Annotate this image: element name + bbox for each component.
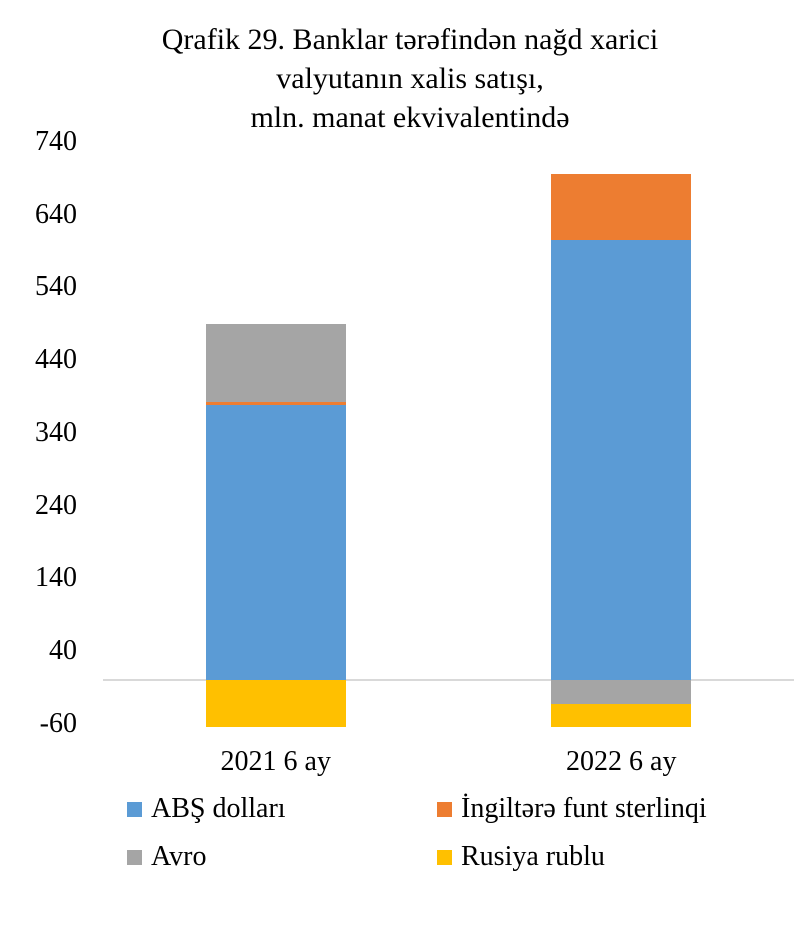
legend-item: Avro <box>127 842 437 872</box>
legend: ABŞ dolları İngiltərə funt sterlinqi Avro R… <box>127 794 797 872</box>
bar-segment <box>205 323 346 403</box>
y-tick-label: 240 <box>35 489 77 521</box>
y-tick-label: -60 <box>39 707 77 739</box>
legend-swatch-icon <box>437 801 452 817</box>
legend-label: Avro <box>151 841 207 872</box>
legend-swatch-icon <box>127 849 142 865</box>
y-tick-label: 40 <box>49 634 77 666</box>
x-category-label: 2022 6 ay <box>566 746 677 777</box>
bar-segment <box>205 680 346 728</box>
legend-item: Rusiya rublu <box>437 842 797 872</box>
legend-item: İngiltərə funt sterlinqi <box>437 794 797 824</box>
y-tick-label: 640 <box>35 198 77 230</box>
chart-title-line-2: valyutanın xalis satışı, <box>276 62 544 95</box>
x-category-label: 2021 6 ay <box>220 746 331 777</box>
y-tick-label: 140 <box>35 562 77 594</box>
bar-segment <box>205 405 346 680</box>
bar-segment <box>551 240 692 680</box>
y-tick-label: 440 <box>35 344 77 376</box>
legend-label: ABŞ dolları <box>151 793 286 824</box>
bar-segment <box>205 402 346 406</box>
legend-swatch-icon <box>127 801 142 817</box>
bar-segment <box>551 174 692 241</box>
legend-label: İngiltərə funt sterlinqi <box>461 793 707 824</box>
x-axis-line <box>103 679 794 681</box>
chart-title-line-1: Qrafik 29. Banklar tərəfindən nağd xaric… <box>161 23 659 56</box>
bar-segment <box>551 680 692 704</box>
legend-item: ABŞ dolları <box>127 794 437 824</box>
legend-label: Rusiya rublu <box>461 841 605 872</box>
y-tick-label: 740 <box>35 126 77 158</box>
chart-title-line-3: mln. manat ekvivalentində <box>250 101 570 134</box>
y-tick-label: 340 <box>35 416 77 448</box>
legend-swatch-icon <box>437 849 452 865</box>
bar-segment <box>551 703 692 728</box>
chart-title: Qrafik 29. Banklar tərəfindən nağd xaric… <box>20 20 800 137</box>
y-tick-label: 540 <box>35 271 77 303</box>
